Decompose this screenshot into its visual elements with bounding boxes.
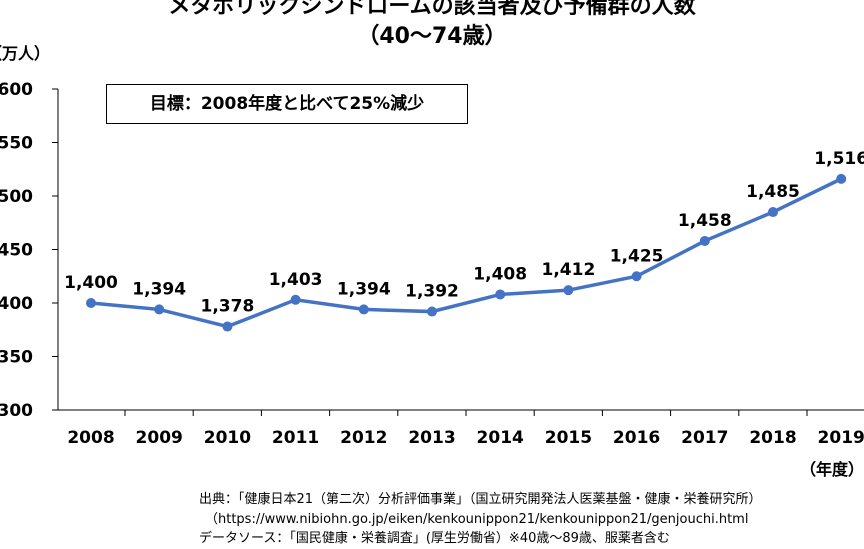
goal-annotation: 目標：2008年度と比べて25%減少 bbox=[106, 84, 468, 124]
data-label: 1,394 bbox=[337, 279, 391, 299]
data-label: 1,394 bbox=[132, 279, 186, 299]
y-tick-label: 1,600 bbox=[0, 80, 33, 100]
source-url: （https://www.nibiohn.go.jp/eiken/kenkoun… bbox=[205, 512, 749, 527]
x-tick-label: 2013 bbox=[408, 428, 455, 448]
data-label: 1,403 bbox=[269, 270, 323, 290]
data-label: 1,516 bbox=[814, 149, 864, 169]
x-tick-label: 2012 bbox=[340, 428, 387, 448]
y-tick-label: 1,450 bbox=[0, 241, 33, 261]
x-tick-label: 2011 bbox=[272, 428, 319, 448]
data-label: 1,425 bbox=[610, 246, 664, 266]
x-tick-label: 2015 bbox=[545, 428, 592, 448]
y-axis-label: （万人） bbox=[0, 44, 51, 63]
data-label: 1,412 bbox=[542, 260, 596, 280]
data-point bbox=[631, 271, 642, 282]
x-axis-label: （年度） bbox=[799, 460, 864, 479]
y-tick-label: 1,300 bbox=[0, 401, 33, 421]
y-tick-label: 1,400 bbox=[0, 294, 33, 314]
data-point bbox=[86, 298, 96, 308]
data-point bbox=[836, 173, 847, 184]
x-tick-label: 2019 bbox=[818, 428, 864, 448]
source-note: 出典：「健康日本21（第二次）分析評価事業」（国立研究開発法人医薬基盤・健康・栄… bbox=[199, 492, 762, 507]
data-label: 1,485 bbox=[746, 182, 800, 202]
x-tick-label: 2010 bbox=[204, 428, 251, 448]
data-point bbox=[427, 306, 437, 317]
x-tick-label: 2017 bbox=[681, 428, 728, 448]
data-source-note: データソース：「国民健康・栄養調査」(厚生労働省）※40歳〜89歳、服薬者含む bbox=[199, 531, 670, 546]
x-tick-label: 2018 bbox=[749, 428, 796, 448]
data-point bbox=[699, 235, 710, 246]
data-point bbox=[222, 321, 233, 332]
data-point bbox=[563, 285, 574, 296]
x-tick-label: 2016 bbox=[613, 428, 660, 448]
data-label: 1,392 bbox=[405, 282, 459, 302]
data-point bbox=[768, 207, 778, 218]
y-tick-label: 1,500 bbox=[0, 187, 33, 207]
x-tick-label: 2014 bbox=[477, 428, 524, 448]
chart-title: メタボリックシンドロームの該当者及び予備群の人数 bbox=[168, 0, 696, 19]
y-tick-label: 1,550 bbox=[0, 134, 33, 154]
data-label: 1,378 bbox=[201, 297, 255, 317]
series-line bbox=[90, 177, 842, 329]
data-label: 1,400 bbox=[64, 273, 118, 293]
data-label: 1,408 bbox=[473, 264, 527, 284]
chart-subtitle: （40〜74歳） bbox=[357, 24, 507, 49]
x-tick-label: 2009 bbox=[136, 428, 183, 448]
x-tick-label: 2008 bbox=[67, 428, 114, 448]
data-point bbox=[495, 289, 506, 300]
data-point bbox=[358, 304, 369, 315]
y-tick-label: 1,350 bbox=[0, 348, 33, 368]
data-point bbox=[154, 304, 165, 315]
data-label: 1,458 bbox=[678, 211, 732, 231]
data-point bbox=[290, 294, 301, 305]
